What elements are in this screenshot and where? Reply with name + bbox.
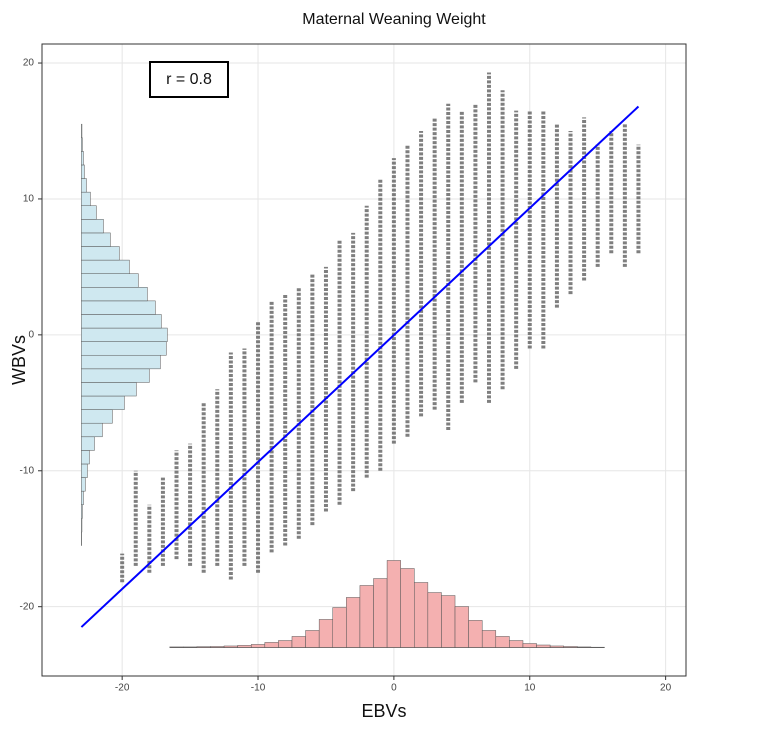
y-histogram-bar <box>81 477 86 492</box>
y-histogram-bar <box>81 191 91 206</box>
y-histogram-bar <box>81 137 83 152</box>
x-histogram-bar <box>250 644 266 648</box>
x-tick-label: 20 <box>660 683 672 694</box>
x-tick-label: -10 <box>251 683 266 694</box>
x-histogram-bar <box>522 643 537 648</box>
y-histogram-bar <box>81 259 130 274</box>
x-histogram-bar <box>291 636 306 648</box>
y-histogram-bar <box>81 409 113 424</box>
plot-layer: -20 -10 0 10 20 -20 -10 0 10 20 r = 0.8 <box>20 43 687 694</box>
y-histogram-bar <box>81 490 84 505</box>
x-histogram-bar <box>427 592 442 648</box>
y-histogram-bar <box>81 463 88 478</box>
y-histogram-bar <box>81 164 85 179</box>
y-histogram-bar <box>81 341 167 356</box>
x-histogram-bar <box>509 640 524 648</box>
x-histogram-bar <box>536 644 551 648</box>
y-histogram-bar <box>81 518 83 533</box>
annotation-box <box>149 61 229 98</box>
y-histogram-bar <box>81 287 148 302</box>
x-histogram-bar <box>359 585 374 648</box>
plot-frame <box>41 43 687 677</box>
x-histogram-bar <box>577 646 592 648</box>
y-histogram-bar <box>81 450 90 465</box>
y-tick-label: -20 <box>20 601 35 612</box>
y-histogram-bar <box>81 151 84 166</box>
y-tick-label: 10 <box>23 194 35 205</box>
x-tick-label: 10 <box>524 683 536 694</box>
y-histogram-bar <box>81 314 162 329</box>
x-histogram-bar <box>373 578 388 648</box>
x-tick-label: 0 <box>391 683 397 694</box>
y-histogram-bar <box>81 246 120 261</box>
x-histogram-bar <box>305 630 320 648</box>
x-histogram-bar <box>386 560 401 648</box>
x-histogram-bar <box>454 606 469 648</box>
annotation: r = 0.8 <box>166 71 212 88</box>
y-histogram-bar <box>81 382 137 397</box>
x-histogram-bar <box>495 636 510 648</box>
x-histogram-bar <box>237 645 252 648</box>
y-tick-label: 20 <box>23 58 35 69</box>
x-axis-label: EBVs <box>361 701 406 721</box>
x-histogram-bar <box>183 646 198 648</box>
y-histogram-bar <box>81 504 83 519</box>
x-histogram-bar <box>169 646 184 648</box>
y-histogram-bar <box>81 123 83 139</box>
y-histogram-bar <box>81 219 104 234</box>
y-histogram-bar <box>81 395 125 410</box>
x-histogram-bar <box>223 645 238 648</box>
x-histogram-bar <box>549 645 564 648</box>
y-histogram-bar <box>81 178 87 193</box>
y-histogram-bar <box>81 436 95 451</box>
y-axis-label: WBVs <box>9 335 29 385</box>
y-histogram-bar <box>81 205 97 220</box>
y-histogram-bar <box>81 422 103 438</box>
x-histogram-bar <box>468 620 483 648</box>
x-histogram-bar <box>346 597 361 648</box>
chart-title: Maternal Weaning Weight <box>302 11 486 28</box>
y-histogram-bar <box>81 232 111 247</box>
x-histogram-bar <box>481 630 497 648</box>
y-histogram-bar <box>81 327 168 342</box>
fit-line <box>80 105 640 628</box>
y-histogram-bar <box>81 300 156 315</box>
x-histogram-bar <box>278 640 293 648</box>
y-tick-label: 0 <box>28 329 34 340</box>
y-histogram-bar <box>81 273 139 288</box>
x-histogram-bar <box>318 619 334 648</box>
x-histogram-bar <box>563 646 578 648</box>
y-tick-label: -10 <box>20 465 35 476</box>
y-histogram-bar <box>81 354 161 370</box>
x-tick-label: -20 <box>115 683 130 694</box>
x-histogram-bar <box>400 568 415 648</box>
x-histogram-bar <box>441 595 456 648</box>
x-histogram-bar <box>264 642 279 648</box>
x-histogram-bar <box>332 607 347 648</box>
x-histogram-bar <box>210 646 225 648</box>
y-histogram-bar <box>81 368 150 383</box>
x-histogram-bar <box>196 646 211 648</box>
x-histogram-bar <box>414 582 429 648</box>
